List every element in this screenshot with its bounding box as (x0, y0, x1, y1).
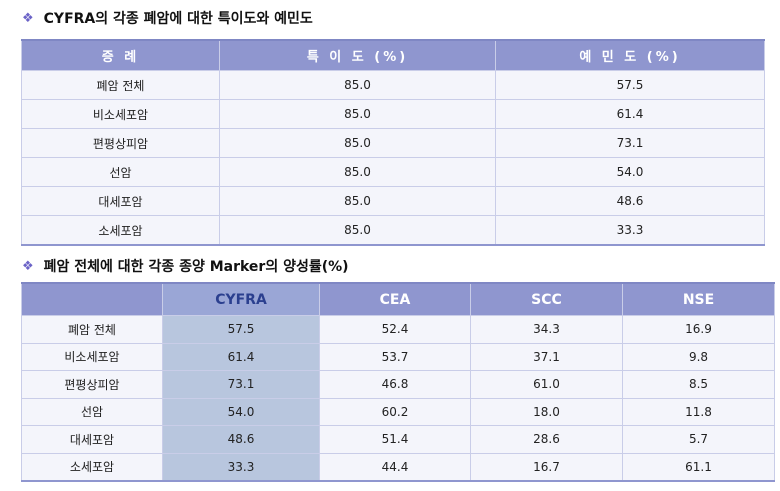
column-header-cyfra: CYFRA (162, 283, 320, 316)
row-label: 비소세포암 (21, 99, 220, 129)
cell-cyfra: 57.5 (162, 315, 320, 344)
cell-cyfra: 54.0 (162, 397, 320, 426)
table-row: 선암 85.0 54.0 (21, 157, 765, 187)
cell-value: 73.1 (495, 128, 765, 158)
cell-nse: 16.9 (622, 315, 775, 344)
section2-title: ❖ 폐암 전체에 대한 각종 종양 Marker의 양성률(%) (22, 256, 349, 276)
cell-scc: 34.3 (470, 315, 623, 344)
cell-value: 54.0 (495, 157, 765, 187)
cell-cea: 60.2 (319, 397, 471, 426)
table-header-row: CYFRA CEA SCC NSE (21, 283, 775, 316)
cell-nse: 8.5 (622, 370, 775, 399)
cell-value: 85.0 (219, 128, 496, 158)
table-row: 폐암 전체 57.5 52.4 34.3 16.9 (21, 315, 775, 344)
table-row: 폐암 전체 85.0 57.5 (21, 70, 765, 100)
cell-scc: 61.0 (470, 370, 623, 399)
row-label: 선암 (21, 157, 220, 187)
table-row: 선암 54.0 60.2 18.0 11.8 (21, 397, 775, 426)
specificity-sensitivity-table: 증 례 특 이 도 (%) 예 민 도 (%) 폐암 전체 85.0 57.5 비소… (21, 39, 765, 246)
cell-cyfra: 33.3 (162, 452, 320, 482)
cell-value: 57.5 (495, 70, 765, 100)
row-label: 소세포암 (21, 452, 163, 482)
cell-cyfra: 73.1 (162, 370, 320, 399)
section2-title-text: 폐암 전체에 대한 각종 종양 Marker의 양성률(%) (43, 259, 349, 275)
column-header-nse: NSE (622, 283, 775, 316)
row-label: 대세포암 (21, 425, 163, 454)
row-label: 대세포암 (21, 186, 220, 216)
diamond-bullet-icon: ❖ (22, 258, 34, 274)
table-row: 비소세포암 85.0 61.4 (21, 99, 765, 129)
row-label: 폐암 전체 (21, 315, 163, 344)
table-row: 대세포암 48.6 51.4 28.6 5.7 (21, 425, 775, 454)
tumor-marker-positivity-table: CYFRA CEA SCC NSE 폐암 전체 57.5 52.4 34.3 16.9 … (21, 282, 775, 482)
row-label: 폐암 전체 (21, 70, 220, 100)
row-label: 선암 (21, 397, 163, 426)
cell-scc: 37.1 (470, 342, 623, 371)
table-row: 소세포암 33.3 44.4 16.7 61.1 (21, 452, 775, 482)
cell-value: 85.0 (219, 215, 496, 246)
cell-nse: 11.8 (622, 397, 775, 426)
column-header-scc: SCC (470, 283, 623, 316)
table-header-row: 증 례 특 이 도 (%) 예 민 도 (%) (21, 40, 765, 71)
section1-title-text: CYFRA의 각종 폐암에 대한 특이도와 예민도 (43, 11, 313, 27)
cell-value: 61.4 (495, 99, 765, 129)
column-header-specificity: 특 이 도 (%) (219, 40, 496, 71)
cell-nse: 9.8 (622, 342, 775, 371)
column-header-cea: CEA (319, 283, 471, 316)
cell-cea: 46.8 (319, 370, 471, 399)
cell-cea: 52.4 (319, 315, 471, 344)
cell-cea: 44.4 (319, 452, 471, 482)
cell-cyfra: 61.4 (162, 342, 320, 371)
table-row: 비소세포암 61.4 53.7 37.1 9.8 (21, 342, 775, 371)
cell-scc: 28.6 (470, 425, 623, 454)
cell-cea: 53.7 (319, 342, 471, 371)
cell-cyfra: 48.6 (162, 425, 320, 454)
cell-value: 85.0 (219, 70, 496, 100)
row-label: 편평상피암 (21, 370, 163, 399)
table-row: 편평상피암 85.0 73.1 (21, 128, 765, 158)
diamond-bullet-icon: ❖ (22, 10, 34, 26)
table-row: 편평상피암 73.1 46.8 61.0 8.5 (21, 370, 775, 399)
column-header-sensitivity: 예 민 도 (%) (495, 40, 765, 71)
column-header-case: 증 례 (21, 40, 220, 71)
cell-value: 85.0 (219, 99, 496, 129)
row-label: 비소세포암 (21, 342, 163, 371)
cell-value: 48.6 (495, 186, 765, 216)
cell-value: 85.0 (219, 157, 496, 187)
cell-nse: 61.1 (622, 452, 775, 482)
row-label: 편평상피암 (21, 128, 220, 158)
cell-scc: 16.7 (470, 452, 623, 482)
row-label: 소세포암 (21, 215, 220, 246)
cell-cea: 51.4 (319, 425, 471, 454)
column-header-blank (21, 283, 163, 316)
cell-value: 85.0 (219, 186, 496, 216)
cell-nse: 5.7 (622, 425, 775, 454)
cell-scc: 18.0 (470, 397, 623, 426)
table-row: 대세포암 85.0 48.6 (21, 186, 765, 216)
table-row: 소세포암 85.0 33.3 (21, 215, 765, 246)
cell-value: 33.3 (495, 215, 765, 246)
section1-title: ❖ CYFRA의 각종 폐암에 대한 특이도와 예민도 (22, 8, 313, 28)
